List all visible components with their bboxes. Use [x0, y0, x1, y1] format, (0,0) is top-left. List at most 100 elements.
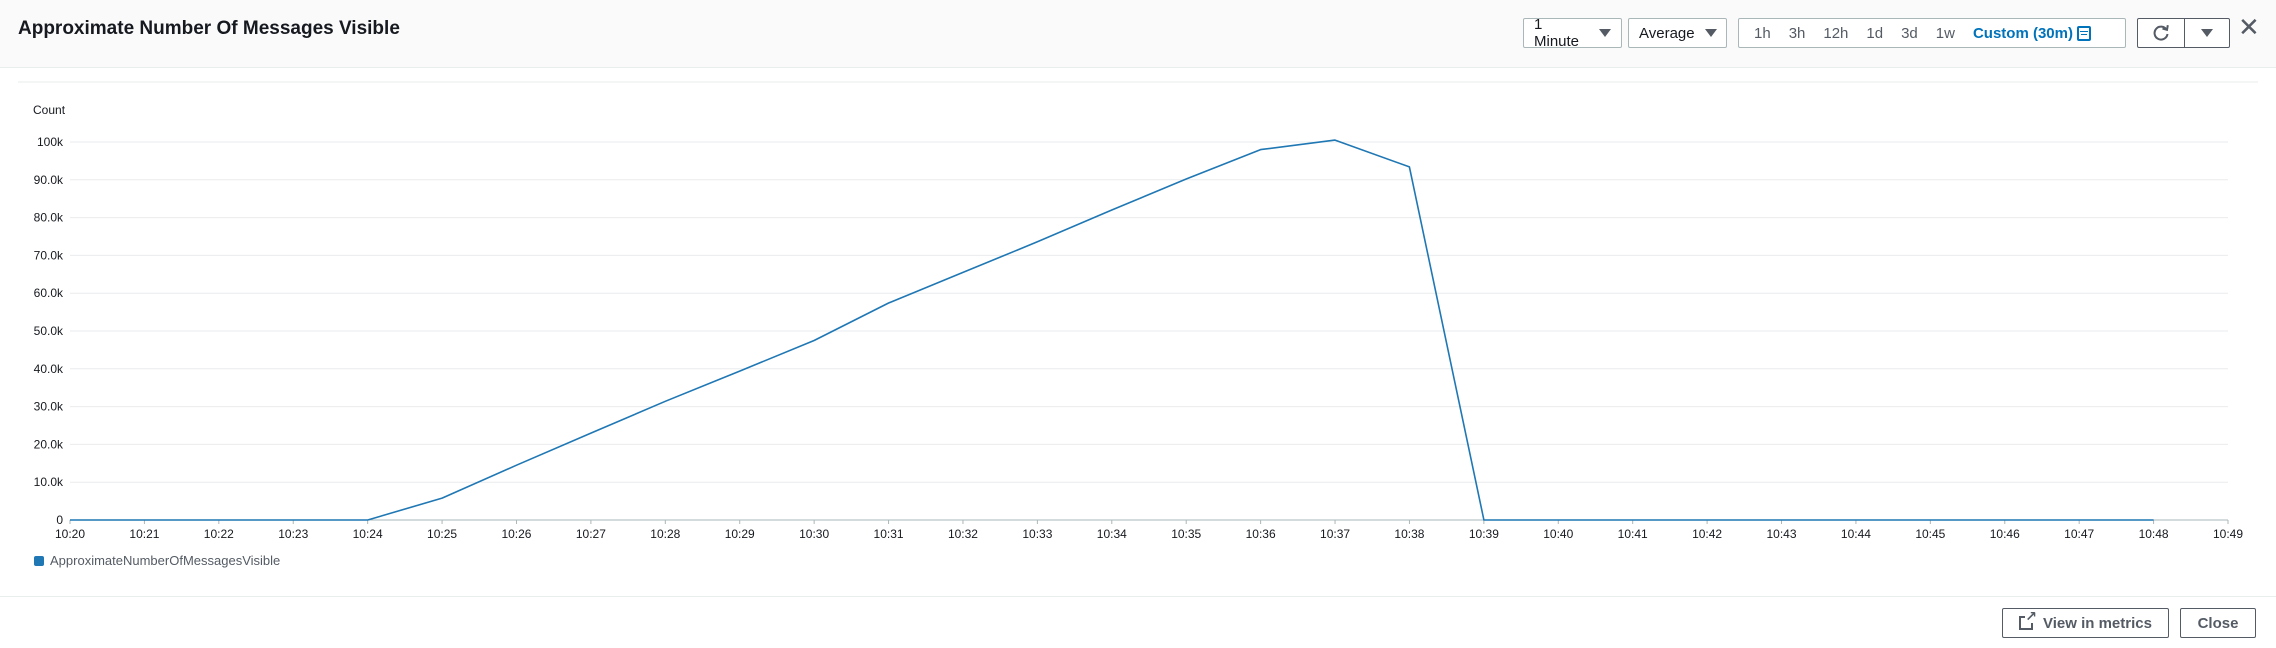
x-tick-label: 10:42 [1692, 527, 1722, 541]
x-tick-label: 10:28 [650, 527, 680, 541]
data-point [69, 519, 71, 521]
y-tick-label: 10.0k [34, 475, 64, 489]
period-value: 1 Minute [1534, 16, 1580, 50]
data-point [366, 519, 368, 521]
range-3h-button[interactable]: 3h [1788, 24, 1806, 42]
range-1h-button[interactable]: 1h [1754, 24, 1771, 42]
data-point [887, 302, 889, 304]
x-tick-label: 10:26 [501, 527, 531, 541]
time-range-selector: 1h 3h 12h 1d 3d 1w Custom (30m) [1738, 18, 2126, 48]
data-point [218, 519, 220, 521]
x-tick-label: 10:22 [204, 527, 234, 541]
data-point [441, 497, 443, 499]
x-tick-label: 10:30 [799, 527, 829, 541]
data-point [1259, 148, 1261, 150]
x-tick-label: 10:44 [1841, 527, 1871, 541]
y-tick-label: 20.0k [34, 437, 64, 451]
data-point [1185, 178, 1187, 180]
period-select[interactable]: 1 Minute [1523, 16, 1622, 50]
x-tick-label: 10:48 [2139, 527, 2169, 541]
data-point [962, 271, 964, 273]
data-point [813, 339, 815, 341]
x-tick-label: 10:29 [725, 527, 755, 541]
refresh-icon [2153, 25, 2169, 41]
range-1w-button[interactable]: 1w [1935, 24, 1955, 42]
range-3d-button[interactable]: 3d [1901, 24, 1918, 42]
x-tick-label: 10:35 [1171, 527, 1201, 541]
data-point [1780, 519, 1782, 521]
close-button-label: Close [2197, 614, 2239, 632]
footer-divider [0, 596, 2276, 597]
y-tick-label: 40.0k [34, 362, 64, 376]
x-tick-label: 10:25 [427, 527, 457, 541]
caret-down-icon [1704, 29, 1717, 37]
refresh-options-button[interactable] [2184, 18, 2230, 48]
data-point [143, 519, 145, 521]
data-point [1929, 519, 1931, 521]
data-point [515, 464, 517, 466]
data-point [1631, 519, 1633, 521]
x-tick-label: 10:37 [1320, 527, 1350, 541]
caret-down-icon [1599, 29, 1611, 37]
data-point [2152, 519, 2154, 521]
x-tick-label: 10:47 [2064, 527, 2094, 541]
x-tick-label: 10:27 [576, 527, 606, 541]
y-tick-label: 60.0k [34, 286, 64, 300]
external-link-icon [2019, 609, 2038, 630]
range-custom-button[interactable]: Custom (30m) [1964, 19, 2100, 47]
x-tick-label: 10:24 [353, 527, 383, 541]
calendar-icon [2076, 25, 2091, 41]
close-icon[interactable]: ✕ [2238, 12, 2260, 42]
data-point [1111, 209, 1113, 211]
data-point [2004, 519, 2006, 521]
y-axis-label: Count [33, 103, 66, 117]
x-tick-label: 10:45 [1915, 527, 1945, 541]
data-point [1557, 519, 1559, 521]
caret-down-icon [2201, 29, 2213, 37]
x-tick-label: 10:38 [1394, 527, 1424, 541]
x-tick-label: 10:32 [948, 527, 978, 541]
close-button[interactable]: Close [2180, 608, 2256, 638]
data-point [1483, 519, 1485, 521]
y-tick-label: 80.0k [34, 211, 64, 225]
y-tick-label: 0 [56, 513, 63, 527]
widget-header: Approximate Number Of Messages Visible 1… [0, 0, 2276, 68]
view-in-metrics-button[interactable]: View in metrics [2002, 608, 2169, 638]
y-tick-label: 30.0k [34, 400, 64, 414]
x-tick-label: 10:36 [1246, 527, 1276, 541]
data-point [1706, 519, 1708, 521]
series-line [70, 139, 2154, 521]
legend-label: ApproximateNumberOfMessagesVisible [50, 553, 281, 568]
x-tick-label: 10:31 [874, 527, 904, 541]
y-tick-label: 50.0k [34, 324, 64, 338]
statistic-select[interactable]: Average [1628, 18, 1727, 48]
x-tick-label: 10:46 [1990, 527, 2020, 541]
y-tick-label: 70.0k [34, 248, 64, 262]
data-point [1036, 241, 1038, 243]
range-12h-button[interactable]: 12h [1823, 24, 1849, 42]
x-tick-label: 10:21 [129, 527, 159, 541]
range-1d-button[interactable]: 1d [1866, 24, 1884, 42]
y-tick-label: 90.0k [34, 173, 64, 187]
data-point [2078, 519, 2080, 521]
y-tick-label: 100k [37, 135, 64, 149]
widget-title: Approximate Number Of Messages Visible [18, 18, 400, 39]
x-tick-label: 10:20 [55, 527, 85, 541]
x-tick-label: 10:23 [278, 527, 308, 541]
x-tick-label: 10:41 [1618, 527, 1648, 541]
data-point [1334, 139, 1336, 141]
data-point [664, 400, 666, 402]
view-in-metrics-label: View in metrics [2043, 614, 2152, 632]
line-chart: Count 0 10.0k 20.0k 30.0k 40.0k 50.0k 60.0k 70.0… [18, 81, 2258, 541]
chart-legend: ApproximateNumberOfMessagesVisible [34, 553, 280, 568]
data-point [590, 432, 592, 434]
legend-swatch [34, 555, 44, 566]
x-tick-label: 10:40 [1543, 527, 1573, 541]
refresh-button[interactable] [2137, 18, 2185, 48]
x-tick-label: 10:33 [1022, 527, 1052, 541]
x-tick-label: 10:34 [1097, 527, 1127, 541]
custom-range-label: Custom (30m) [1972, 24, 2073, 42]
data-point [292, 519, 294, 521]
statistic-value: Average [1639, 24, 1695, 42]
data-point [739, 370, 741, 372]
